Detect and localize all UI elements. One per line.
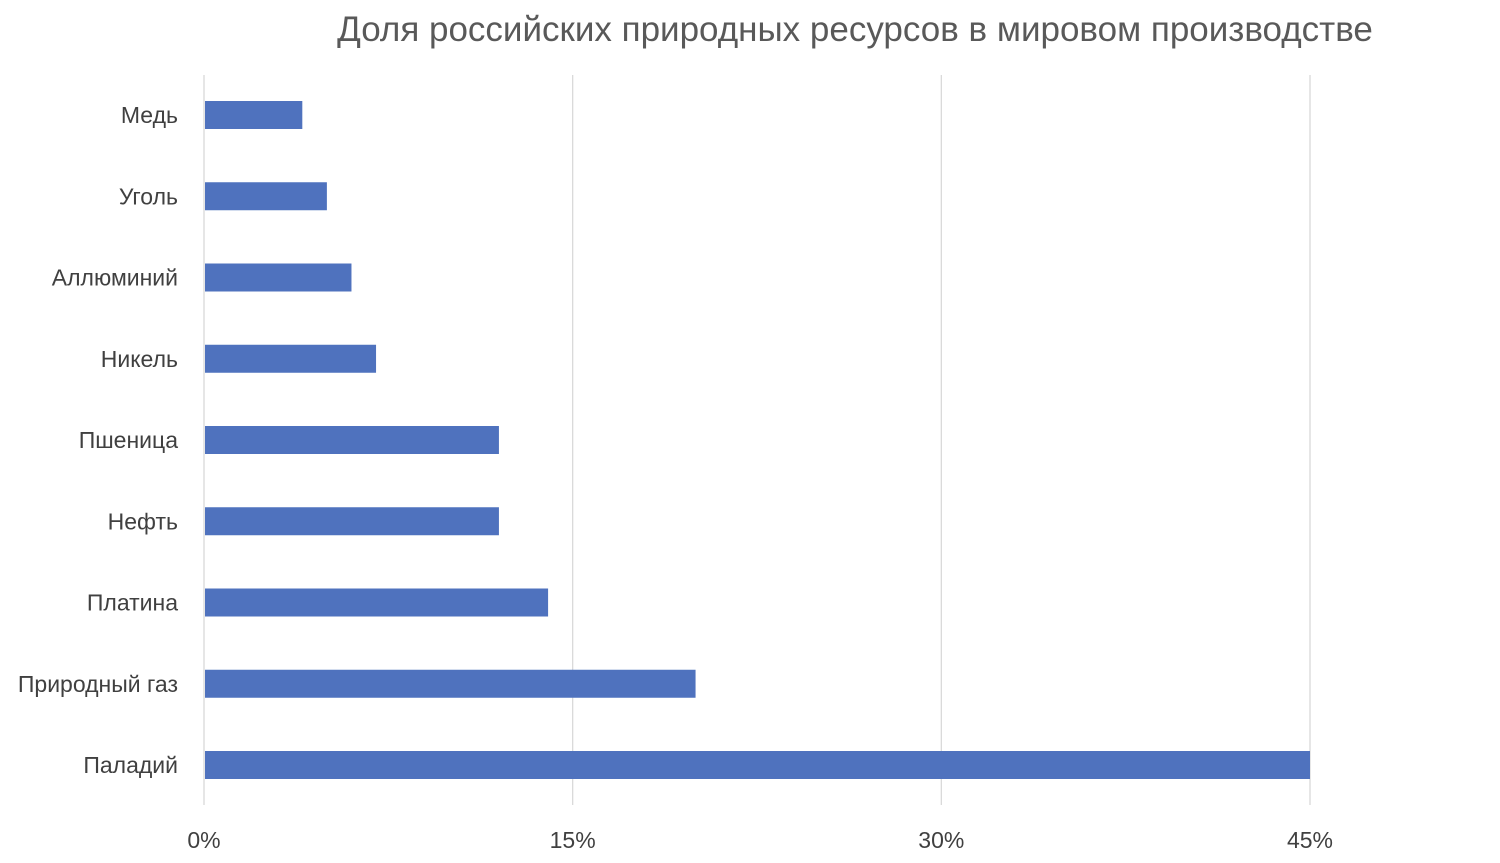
bar: [205, 507, 499, 536]
bar: [205, 669, 696, 698]
bars: [205, 101, 1310, 779]
category-label: Аллюминий: [52, 265, 178, 291]
category-label: Никель: [101, 346, 178, 372]
bar: [205, 263, 352, 292]
bar: [205, 426, 499, 454]
category-label: Нефть: [108, 508, 178, 534]
bar: [205, 751, 1310, 779]
x-tick-label: 0%: [187, 827, 220, 853]
bar: [205, 182, 327, 211]
bar: [205, 588, 549, 617]
category-label: Уголь: [119, 183, 178, 209]
x-tick-labels: 0% 15% 30% 45%: [187, 827, 1333, 853]
gridlines: [203, 75, 1311, 805]
x-tick-label: 30%: [918, 827, 964, 853]
x-tick-label: 45%: [1287, 827, 1333, 853]
bar: [205, 101, 303, 129]
category-labels: Медь Уголь Аллюминий Никель Пшеница Нефть Плат…: [18, 102, 178, 778]
category-label: Пшеница: [79, 427, 178, 453]
category-label: Паладий: [83, 752, 178, 778]
category-label: Природный газ: [18, 671, 178, 697]
bar: [205, 344, 377, 373]
chart-title: Доля российских природных ресурсов в мир…: [337, 10, 1373, 49]
category-label: Медь: [121, 102, 178, 128]
category-label: Платина: [87, 590, 178, 616]
x-tick-label: 15%: [550, 827, 596, 853]
